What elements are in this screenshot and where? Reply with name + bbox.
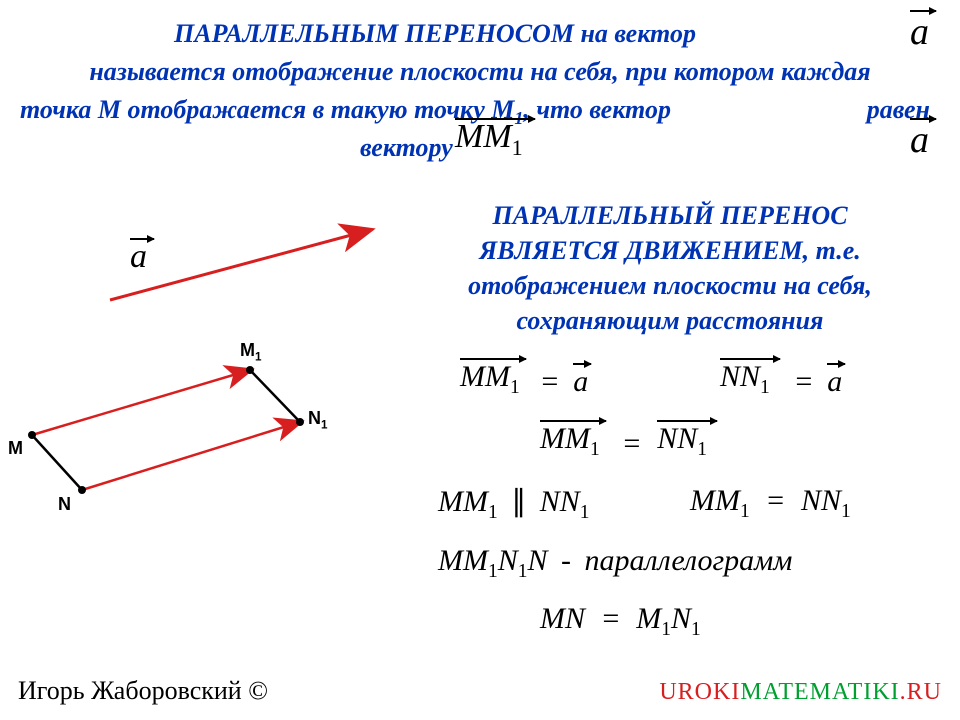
f3b-rsub: 1 — [841, 501, 851, 522]
site-p1: UROKI — [659, 679, 740, 705]
footer-author: Игорь Жаборовский © — [18, 676, 268, 706]
formula-row3a: MM1 ∥ NN1 — [438, 484, 590, 524]
f2-rsub: 1 — [697, 439, 707, 460]
th-line2: ЯВЛЯЕТСЯ ДВИЖЕНИЕМ, т.е. — [400, 233, 940, 268]
label-m1-sub: 1 — [255, 351, 262, 364]
vec-mm1-text: MM — [455, 118, 512, 155]
footer-site: UROKIMATEMATIKI.RU — [659, 679, 942, 706]
th-line3: отображением плоскости на себя, — [400, 268, 940, 303]
label-n1-sub: 1 — [321, 419, 328, 432]
diagram-svg — [0, 0, 400, 560]
label-m1: M1 — [240, 340, 262, 364]
diagram-vec-a-label: a — [130, 238, 154, 276]
f3a-rsub: 1 — [580, 502, 590, 523]
f5-r2: N — [671, 602, 691, 635]
f1a-eq: = — [534, 365, 566, 398]
formula-row1a: MM1 = a — [460, 358, 591, 399]
label-m: M — [8, 438, 23, 459]
th-line4: сохраняющим расстояния — [400, 303, 940, 338]
f1a-lsub: 1 — [510, 377, 520, 398]
f2-lhs: MM — [540, 422, 590, 455]
f5-r1: M — [636, 602, 661, 635]
f5-rs1: 1 — [661, 619, 671, 640]
f1b-rhs: a — [827, 365, 842, 398]
vec-mm1-center: MM1 — [455, 118, 535, 161]
f1a-lhs: MM — [460, 360, 510, 393]
f3b-rhs: NN — [801, 484, 841, 517]
f5-eq: = — [593, 602, 629, 635]
f4-word: параллелограмм — [585, 544, 793, 577]
f3b-lhs: MM — [690, 484, 740, 517]
vec-a-right2: a — [910, 118, 936, 162]
f2-lsub: 1 — [590, 439, 600, 460]
f3a-lsub: 1 — [488, 502, 498, 523]
f4-s2: 1 — [518, 561, 528, 582]
diagram-vec-a-text: a — [130, 238, 147, 275]
f3b-eq: = — [757, 484, 793, 517]
theorem-block: ПАРАЛЛЕЛЬНЫЙ ПЕРЕНОС ЯВЛЯЕТСЯ ДВИЖЕНИЕМ,… — [400, 198, 940, 338]
point-m1 — [246, 366, 254, 374]
label-m1-text: M — [240, 340, 255, 360]
f3a-rhs: NN — [540, 485, 580, 518]
formula-row3b: MM1 = NN1 — [690, 484, 851, 523]
label-n: N — [58, 494, 71, 515]
f1a-rhs: a — [573, 365, 588, 398]
f5-rs2: 1 — [691, 619, 701, 640]
point-n — [78, 486, 86, 494]
formula-row1b: NN1 = a — [720, 358, 845, 399]
f1b-lhs: NN — [720, 360, 760, 393]
f1b-lsub: 1 — [760, 377, 770, 398]
m-n-segment — [32, 435, 82, 490]
vec-mm1-sub: 1 — [512, 135, 523, 160]
formula-row5: MN = M1N1 — [540, 602, 701, 641]
f3a-op: ∥ — [505, 485, 532, 518]
site-p3: .RU — [900, 679, 942, 705]
formula-row2: MM1 = NN1 — [540, 420, 717, 461]
f4-s1: 1 — [488, 561, 498, 582]
m-to-m1-arrow — [32, 370, 250, 435]
f2-rhs: NN — [657, 422, 697, 455]
f5-lhs: MN — [540, 602, 585, 635]
m1-n1-segment — [250, 370, 300, 422]
point-m — [28, 431, 36, 439]
f3a-lhs: MM — [438, 485, 488, 518]
f1b-eq: = — [788, 365, 820, 398]
vec-a-right2-label: a — [910, 119, 929, 161]
f4-dash: - — [555, 544, 577, 577]
f2-eq: = — [614, 427, 650, 460]
label-n1: N1 — [308, 408, 328, 432]
formula-row4: MM1N1N - параллелограмм — [438, 544, 792, 583]
def-line3-post: , что вектор — [523, 95, 671, 124]
f4-t3: N — [528, 544, 548, 577]
site-p2: MATEMATIKI — [740, 679, 899, 705]
f4-t1: MM — [438, 544, 488, 577]
vec-a-topright: a — [910, 10, 936, 54]
n-to-n1-arrow — [82, 422, 300, 490]
th-line1: ПАРАЛЛЕЛЬНЫЙ ПЕРЕНОС — [400, 198, 940, 233]
f3b-lsub: 1 — [740, 501, 750, 522]
label-n1-text: N — [308, 408, 321, 428]
f4-t2: N — [498, 544, 518, 577]
vec-a-topright-label: a — [910, 11, 929, 53]
point-n1 — [296, 418, 304, 426]
